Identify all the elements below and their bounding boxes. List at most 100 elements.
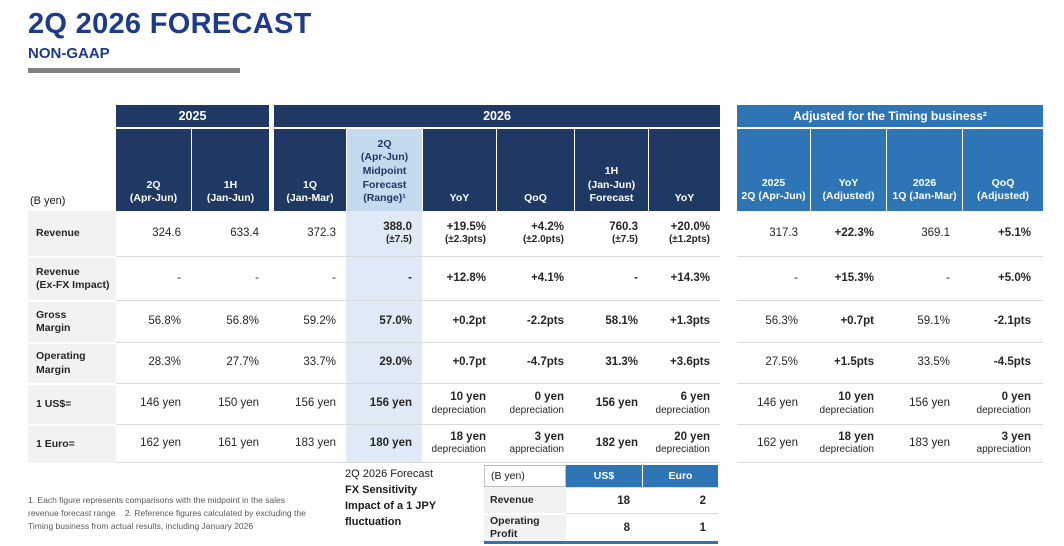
cell-value: 59.1% [917,314,950,327]
data-cell: 372.3 [274,211,346,256]
cell-value: 18 yen [450,430,486,443]
cell-subvalue: depreciation [431,404,486,416]
data-cell: -4.5pts [962,342,1043,383]
data-cell: 27.5% [737,342,810,383]
fx-column-header: US$ [566,465,642,487]
data-cell: - [574,256,648,300]
cell-value: - [946,271,950,284]
column-header: 2026 1Q (Jan-Mar) [886,129,962,211]
data-cell: 31.3% [574,342,648,383]
cell-value: +4.1% [531,271,564,284]
data-cell: 182 yen [574,424,648,463]
cell-value: 180 yen [369,436,412,449]
cell-value: +19.5% [446,220,486,233]
cell-subvalue: depreciation [509,404,564,416]
cell-value: 56.8% [148,314,181,327]
fx-value-cell: 8 [566,513,642,541]
data-cell: 59.2% [274,300,346,342]
cell-value: 10 yen [450,391,486,404]
data-cell: +19.5% (±2.3pts) [422,211,496,256]
cell-value: +0.7pt [840,314,874,327]
column-header: 2Q (Apr-Jun) Midpoint Forecast (Range)¹ [346,129,422,211]
fx-row-label: Revenue [484,487,566,513]
data-cell: +0.2pt [422,300,496,342]
column-header: 1Q (Jan-Mar) [274,129,346,211]
cell-value: 56.8% [226,314,259,327]
data-cell: 6 yen depreciation [648,383,720,424]
cell-value: 28.3% [148,356,181,369]
data-cell: 317.3 [737,211,810,256]
unit-label: (B yen) [28,129,116,211]
year-group-2026: 2026 [274,105,720,129]
subtitle-underline [28,68,240,73]
data-cell: 56.8% [191,300,269,342]
cell-value: 33.7% [303,356,336,369]
fx-caption-line: Impact of a 1 JPY fluctuation [345,499,436,528]
cell-value: 183 yen [909,436,950,449]
cell-value: 162 yen [757,436,798,449]
cell-value: +5.1% [998,226,1031,239]
cell-value: 10 yen [838,391,874,404]
cell-value: - [634,271,638,284]
cell-subvalue: depreciation [819,404,874,416]
cell-value: +1.5pts [834,356,874,369]
data-cell: 58.1% [574,300,648,342]
data-cell: +1.3pts [648,300,720,342]
cell-value: 633.4 [230,226,259,239]
cell-value: +0.7pt [452,356,486,369]
cell-subvalue: (±2.0pts) [522,234,564,246]
fx-unit-label: (B yen) [484,465,566,487]
data-cell: +14.3% [648,256,720,300]
data-cell: +22.3% [810,211,886,256]
cell-value: +5.0% [998,271,1031,284]
data-cell: 162 yen [737,424,810,463]
data-cell: 156 yen [886,383,962,424]
data-cell: 3 yen appreciation [962,424,1043,463]
data-cell: -4.7pts [496,342,574,383]
data-cell: 18 yen depreciation [422,424,496,463]
timing-adjusted-table: Adjusted for the Timing business² 2025 2Q… [737,105,1043,463]
data-cell: 388.0 (±7.5) [346,211,422,256]
cell-value: 146 yen [757,397,798,410]
main-forecast-table: 2025 2026 (B yen) 2Q (Apr-Jun) 1H (Jan-Jun) 1… [28,105,720,463]
cell-value: 161 yen [218,436,259,449]
cell-value: +3.6pts [670,356,710,369]
data-cell: 162 yen [116,424,191,463]
row-label: 1 US$= [28,383,116,424]
data-cell: +5.1% [962,211,1043,256]
group-gap [269,424,274,463]
data-cell: 27.7% [191,342,269,383]
row-label: Revenue [28,211,116,256]
cell-value: 760.3 [609,220,638,233]
cell-value: 20 yen [674,430,710,443]
column-header: QoQ [496,129,574,211]
cell-value: - [255,271,259,284]
cell-value: 388.0 [383,220,412,233]
page-subtitle: NON-GAAP [28,45,110,62]
cell-value: -4.5pts [993,356,1031,369]
footnotes: 1. Each figure represents comparisons wi… [28,494,363,534]
data-cell: 180 yen [346,424,422,463]
cell-value: +22.3% [834,226,874,239]
cell-value: 183 yen [295,436,336,449]
data-cell: 760.3 (±7.5) [574,211,648,256]
fx-sensitivity-caption: 2Q 2026 Forecast FX Sensitivity Impact of … [345,467,483,531]
data-cell: 369.1 [886,211,962,256]
cell-value: 156 yen [909,397,950,410]
table-corner [28,105,116,129]
footnote-line: Timing business from actual results, inc… [28,521,254,532]
data-cell: 57.0% [346,300,422,342]
cell-subvalue: depreciation [976,404,1031,416]
data-cell: 146 yen [737,383,810,424]
data-cell: 0 yen depreciation [496,383,574,424]
cell-value: 372.3 [307,226,336,239]
data-cell: 146 yen [116,383,191,424]
fx-caption-line: 2Q 2026 Forecast [345,468,434,480]
cell-value: +0.2pt [452,314,486,327]
group-gap [269,129,274,211]
cell-value: +1.3pts [670,314,710,327]
cell-value: - [177,271,181,284]
cell-value: 58.1% [605,314,638,327]
cell-subvalue: appreciation [976,444,1031,456]
cell-value: 3 yen [1001,430,1031,443]
